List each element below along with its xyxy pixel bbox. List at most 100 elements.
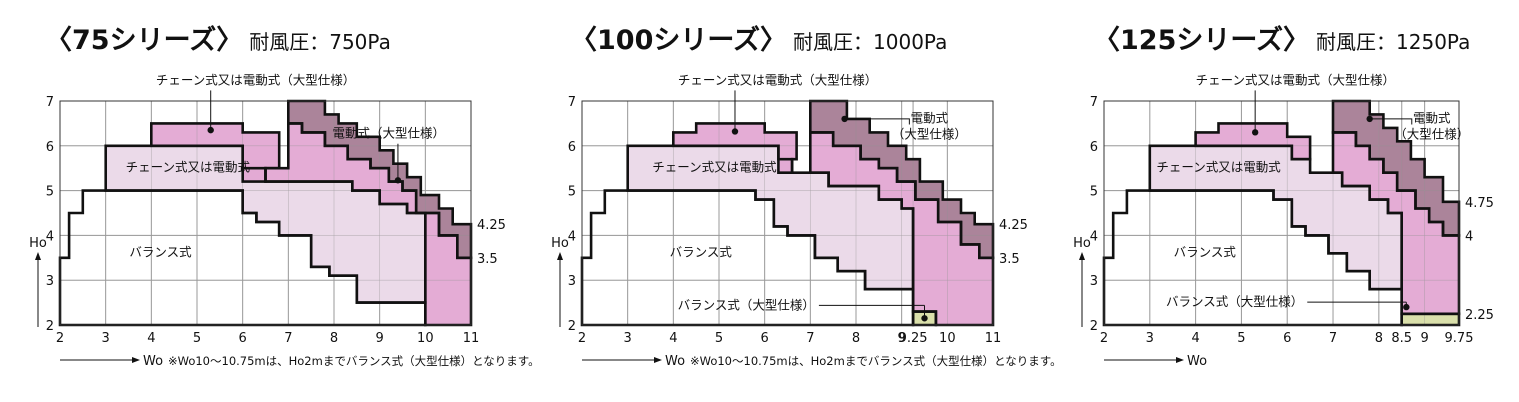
x-tick-label: 4 — [147, 331, 155, 346]
region-label: バランス式 — [670, 244, 733, 259]
x-tick-label: 3 — [1146, 331, 1154, 346]
x-tick-label: 2 — [56, 331, 64, 346]
y-tick-label: 2 — [46, 319, 54, 334]
region-fill — [265, 123, 471, 326]
y-tick-label: 6 — [46, 140, 54, 155]
y-tick-label: 7 — [46, 95, 54, 110]
x-tick-label: 8.5 — [1391, 331, 1412, 346]
y-tick-label: 4 — [1090, 229, 1098, 244]
region-fill — [105, 145, 426, 303]
region-outline — [671, 122, 798, 174]
x-tick-label: 9.25 — [899, 331, 928, 346]
region-fill — [1333, 101, 1459, 236]
x-tick-label: 9.75 — [1445, 331, 1474, 346]
x-tick-label: 6 — [761, 331, 769, 346]
x-tick-label: 6 — [239, 331, 247, 346]
region-label: チェーン式又は電動式 — [1156, 159, 1281, 174]
series-name: 〈75シリーズ〉 — [45, 25, 244, 56]
region-fill — [673, 123, 797, 173]
series-name: 〈125シリーズ〉 — [1093, 25, 1311, 56]
x-tick-label: 3 — [102, 331, 110, 346]
region-fill — [1401, 313, 1459, 325]
x-tick-label: 11 — [985, 331, 1002, 346]
right-value-label: 3.5 — [999, 252, 1020, 267]
x-tick-label: 11 — [463, 331, 480, 346]
y-tick-label: 6 — [1090, 140, 1098, 155]
footnote: ※Wo10～10.75mは、Ho2mまでバランス式（大型仕様）となります。 — [690, 354, 1062, 368]
region-outline — [1194, 122, 1312, 161]
wind-pressure: 耐風圧：1000Pa — [793, 30, 948, 54]
x-tick-label: 10 — [417, 331, 434, 346]
x-tick-label: 3 — [624, 331, 632, 346]
region-label: バランス式 — [1174, 244, 1237, 259]
x-tick-label: 8 — [330, 331, 338, 346]
marker-label: 電動式 — [911, 111, 949, 126]
series-name: 〈100シリーズ〉 — [570, 25, 788, 56]
chart-title: 〈125シリーズ〉 耐風圧：1250Pa — [1093, 18, 1470, 57]
y-tick-label: 4 — [568, 229, 576, 244]
panel-75: 〈75シリーズ〉 耐風圧：750Pa 2 3 4 5 6 7 8 9 10 11 2 3 4 5 6 7 4.25… — [0, 0, 539, 402]
x-tick-label: 7 — [1329, 331, 1337, 346]
region-fill — [1333, 132, 1459, 314]
wo-arrowhead — [132, 357, 140, 363]
y-tick-label: 5 — [1090, 185, 1098, 200]
wind-pressure: 耐風圧：750Pa — [249, 30, 391, 54]
y-tick-label: 4 — [46, 229, 54, 244]
x-tick-label: 9 — [376, 331, 384, 346]
y-axis-label: Ho — [1073, 236, 1091, 251]
ho-arrowhead — [1079, 252, 1085, 260]
x-tick-label: 2 — [578, 331, 586, 346]
x-tick-label: 9 — [1421, 331, 1429, 346]
right-value-label: 4.25 — [999, 218, 1028, 233]
y-tick-label: 6 — [568, 140, 576, 155]
right-value-label: 3.5 — [477, 252, 498, 267]
right-value-label: 4 — [1465, 229, 1473, 244]
marker-label: 電動式（大型仕様） — [333, 126, 446, 141]
wo-arrowhead — [1176, 357, 1184, 363]
y-axis-label: Ho — [29, 236, 47, 251]
region-fill — [627, 145, 914, 290]
x-tick-label: 7 — [284, 331, 292, 346]
x-tick-label: 5 — [715, 331, 723, 346]
x-tick-label: 8 — [852, 331, 860, 346]
wind-pressure: 耐風圧：1250Pa — [1316, 30, 1471, 54]
region-label: チェーン式又は電動式 — [652, 159, 777, 174]
y-tick-label: 5 — [568, 185, 576, 200]
plot-frame — [1103, 100, 1460, 326]
y-tick-label: 3 — [46, 274, 54, 289]
marker-label: チェーン式又は電動式（大型仕様） — [156, 72, 355, 87]
chart-75-svg: 2 3 4 5 6 7 8 9 10 11 2 3 4 5 6 7 4.25 3.5 Ho Wo ※Wo10～10.75… — [29, 72, 539, 369]
x-tick-label: 4 — [1191, 331, 1199, 346]
ho-arrowhead — [35, 252, 41, 260]
y-tick-label: 2 — [568, 319, 576, 334]
marker-label: チェーン式又は電動式（大型仕様） — [1196, 72, 1395, 87]
chart-title: 〈100シリーズ〉 耐風圧：1000Pa — [570, 18, 947, 57]
region-label: バランス式 — [129, 244, 192, 259]
marker-label: （大型仕様） — [1394, 127, 1469, 142]
y-tick-label: 3 — [1090, 274, 1098, 289]
leader-line — [1369, 118, 1413, 125]
region-label: チェーン式又は電動式 — [126, 159, 251, 174]
chart-title: 〈75シリーズ〉 耐風圧：750Pa — [45, 18, 391, 57]
x-tick-label: 5 — [1237, 331, 1245, 346]
x-tick-label: 7 — [806, 331, 814, 346]
x-tick-label: 8 — [1375, 331, 1383, 346]
x-axis-label: Wo — [1187, 354, 1207, 369]
plot-frame — [59, 100, 472, 326]
leader-line — [844, 118, 910, 125]
panel-100: 〈100シリーズ〉 耐風圧：1000Pa 2 3 4 5 6 7 8 9 9.25 10 11 2 3 4 5… — [551, 18, 1061, 369]
x-tick-label: 2 — [1100, 331, 1108, 346]
x-tick-label: 10 — [939, 331, 956, 346]
y-axis-label: Ho — [551, 236, 569, 251]
x-tick-label: 5 — [193, 331, 201, 346]
x-tick-label: 6 — [1283, 331, 1291, 346]
region-fill — [1195, 123, 1311, 160]
y-tick-label: 7 — [1090, 95, 1098, 110]
y-tick-label: 5 — [46, 185, 54, 200]
x-tick-label: 9 — [898, 331, 906, 346]
y-tick-label: 2 — [1090, 319, 1098, 334]
region-fill — [1149, 145, 1402, 290]
marker-label: 電動式 — [1413, 111, 1451, 126]
